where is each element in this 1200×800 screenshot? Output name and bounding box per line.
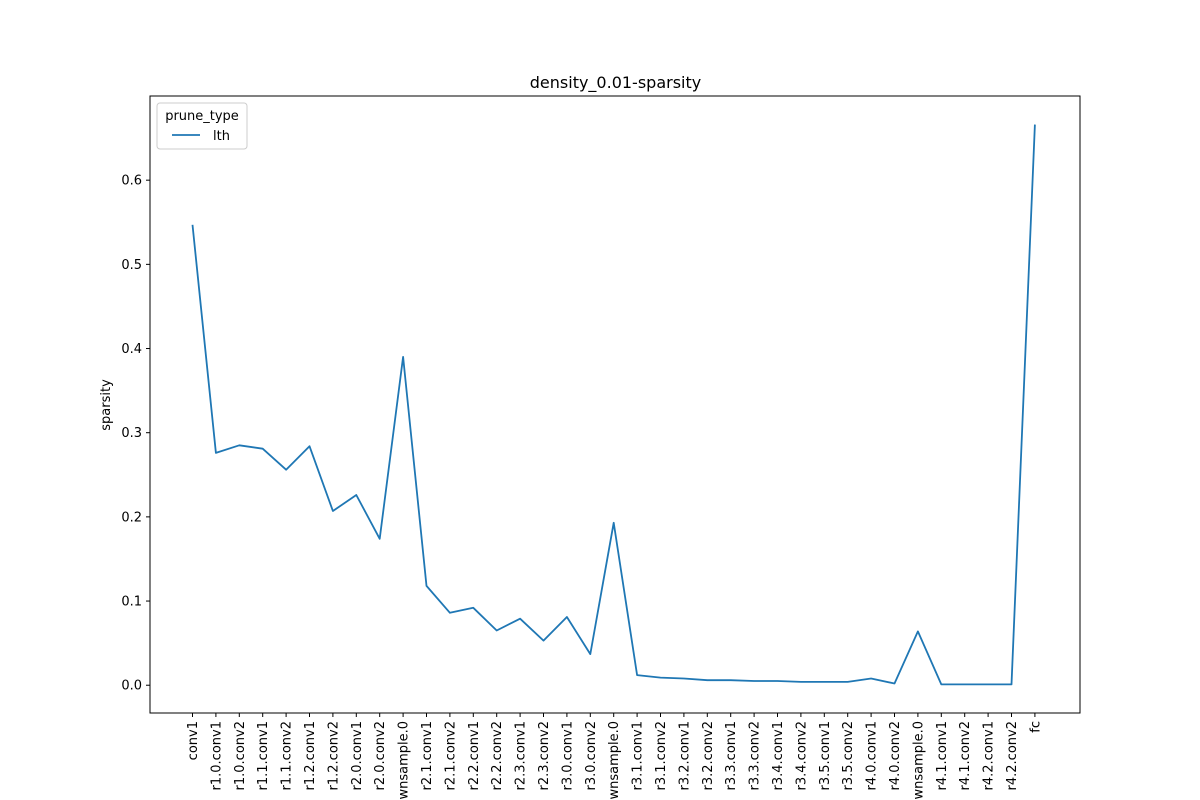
x-axis: conv1 r1.0.conv1 r1.0.conv2 r1.1.conv1 r1.1.…: [186, 713, 1043, 800]
x-tick-label: wnsample.0: [911, 721, 926, 800]
x-tick-label: r3.3.conv2: [748, 721, 763, 790]
x-tick-label: r1.2.conv2: [326, 721, 341, 790]
x-tick-label: r4.1.conv2: [958, 721, 973, 790]
x-tick-label: r2.0.conv2: [373, 721, 388, 790]
x-tick-label: r3.4.conv2: [794, 721, 809, 790]
x-tick-label: r4.2.conv2: [1005, 721, 1020, 790]
x-tick-label: r2.1.conv2: [443, 721, 458, 790]
x-tick-label: r2.2.conv2: [490, 721, 505, 790]
x-tick-label: r3.3.conv1: [724, 721, 739, 790]
x-tick-label: conv1: [186, 721, 201, 760]
y-tick-label: 0.2: [121, 510, 142, 525]
x-tick-label: r3.1.conv1: [631, 721, 646, 790]
x-tick-label: r2.3.conv2: [537, 721, 552, 790]
x-tick-label: r1.0.conv1: [209, 721, 224, 790]
legend: prune_type lth: [156, 102, 248, 150]
x-tick-label: r3.4.conv1: [771, 721, 786, 790]
x-tick-label: r4.2.conv1: [982, 721, 997, 790]
y-tick-label: 0.1: [121, 595, 142, 610]
series-line-lth: [191, 124, 1036, 686]
y-tick-label: 0.3: [121, 426, 142, 441]
x-tick-label: r3.0.conv1: [560, 721, 575, 790]
x-tick-label: wnsample.0: [607, 721, 622, 800]
x-tick-label: r2.3.conv1: [514, 721, 529, 790]
x-tick-label: r3.5.conv1: [818, 721, 833, 790]
legend-title: prune_type: [165, 109, 239, 124]
x-tick-label: r2.0.conv1: [350, 721, 365, 790]
x-tick-label: r3.2.conv1: [677, 721, 692, 790]
plot-frame: [149, 95, 1081, 714]
x-tick-label: fc: [1028, 721, 1043, 733]
x-tick-label: r1.1.conv1: [256, 721, 271, 790]
x-tick-label: r1.1.conv2: [280, 721, 295, 790]
y-axis: 0.0 0.1 0.2 0.3 0.4 0.5 0.6: [121, 174, 150, 694]
x-tick-label: r3.0.conv2: [584, 721, 599, 790]
y-tick-label: 0.6: [121, 174, 142, 189]
x-tick-label: r4.1.conv1: [935, 721, 950, 790]
chart-title: density_0.01-sparsity: [530, 73, 701, 93]
y-tick-label: 0.4: [121, 342, 142, 357]
x-tick-label: r2.2.conv1: [467, 721, 482, 790]
series-layer: [191, 124, 1036, 686]
x-tick-label: r3.5.conv2: [841, 721, 856, 790]
x-tick-label: r3.1.conv2: [654, 721, 669, 790]
y-tick-label: 0.0: [121, 679, 142, 694]
x-tick-label: wnsample.0: [397, 721, 412, 800]
legend-box: [156, 102, 248, 150]
x-tick-label: r3.2.conv2: [701, 721, 716, 790]
x-tick-label: r4.0.conv1: [865, 721, 880, 790]
x-tick-label: r4.0.conv2: [888, 721, 903, 790]
y-axis-label: sparsity: [99, 379, 114, 431]
y-tick-label: 0.5: [121, 258, 142, 273]
x-tick-label: r1.0.conv2: [233, 721, 248, 790]
legend-label-lth: lth: [213, 129, 230, 144]
x-tick-label: r1.2.conv1: [303, 721, 318, 790]
x-tick-label: r2.1.conv1: [420, 721, 435, 790]
